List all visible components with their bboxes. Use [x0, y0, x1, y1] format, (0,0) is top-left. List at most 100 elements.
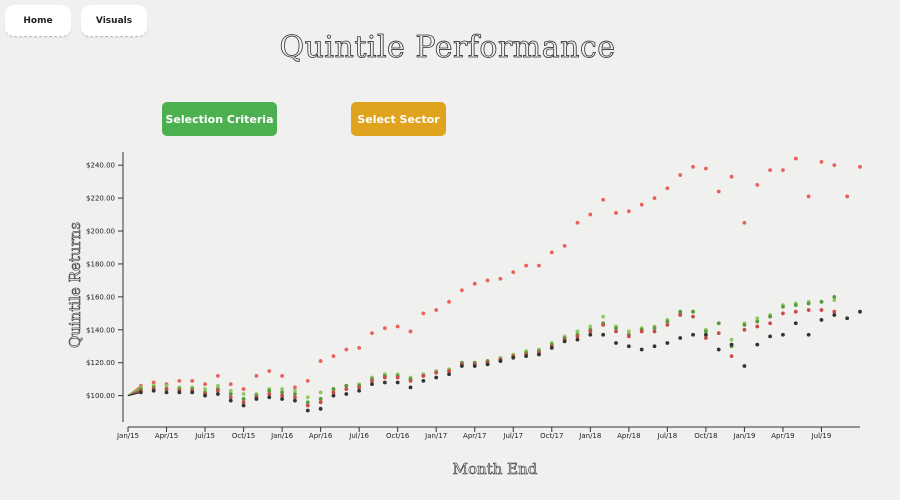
data-point — [305, 378, 310, 383]
data-point — [652, 196, 657, 200]
data-point — [716, 347, 721, 352]
data-point — [549, 250, 554, 255]
x-tick-label: Oct/18 — [694, 432, 717, 440]
data-point — [639, 347, 644, 352]
data-point — [562, 243, 567, 248]
x-tick-label: Oct/17 — [540, 432, 563, 440]
visuals-button[interactable]: Visuals — [81, 5, 147, 37]
data-point — [280, 393, 285, 398]
data-point — [459, 364, 464, 368]
data-point — [241, 387, 246, 391]
data-point — [382, 380, 387, 385]
data-point — [575, 337, 580, 342]
data-point — [293, 392, 297, 396]
data-point — [408, 385, 413, 390]
series-2 — [127, 294, 837, 405]
data-point — [331, 354, 336, 359]
data-point — [138, 390, 143, 395]
data-point — [588, 332, 593, 337]
data-point — [280, 397, 285, 401]
x-tick-label: Jul/19 — [811, 432, 832, 440]
data-point — [318, 390, 323, 395]
x-tick-label: Jul/17 — [502, 432, 523, 440]
data-point — [203, 382, 207, 387]
data-point — [588, 212, 593, 217]
data-point — [241, 392, 246, 396]
data-point — [626, 334, 631, 339]
data-point — [357, 346, 362, 350]
data-point — [228, 398, 233, 403]
data-point — [562, 339, 567, 344]
data-point — [601, 197, 606, 202]
x-axis-label: Month End — [453, 460, 538, 478]
data-point — [370, 378, 374, 383]
data-point — [280, 374, 285, 378]
data-point — [575, 220, 580, 225]
data-point — [575, 334, 580, 339]
select-sector-button[interactable]: Select Sector — [351, 102, 446, 136]
data-point — [819, 299, 824, 304]
data-point — [819, 318, 824, 322]
data-point — [729, 354, 734, 359]
data-point — [472, 364, 477, 368]
data-point — [832, 163, 837, 168]
data-point — [588, 324, 593, 329]
x-tick-label: Apr/18 — [617, 432, 640, 440]
data-point — [190, 390, 195, 395]
home-button[interactable]: Home — [5, 5, 71, 37]
data-point — [781, 332, 785, 337]
data-point — [511, 270, 516, 275]
data-point — [267, 395, 272, 400]
data-point — [421, 374, 426, 378]
data-point — [755, 324, 760, 329]
data-point — [331, 390, 336, 395]
data-point — [524, 354, 529, 359]
data-point — [344, 392, 349, 396]
data-point — [832, 298, 837, 303]
y-tick-label: $180.00 — [86, 260, 115, 268]
data-point — [254, 374, 259, 378]
y-axis-label: Quintile Returns — [66, 222, 84, 348]
data-point — [434, 308, 439, 312]
data-point — [228, 388, 233, 393]
data-point — [549, 346, 554, 350]
data-point — [614, 211, 618, 215]
selection-criteria-button[interactable]: Selection Criteria — [162, 102, 277, 136]
data-point — [447, 369, 451, 373]
data-point — [177, 390, 182, 395]
data-point — [614, 329, 618, 334]
data-point — [331, 393, 336, 398]
data-point — [755, 183, 760, 187]
data-point — [241, 400, 246, 405]
series-4 — [127, 309, 862, 413]
data-point — [228, 395, 233, 400]
data-point — [511, 355, 516, 360]
data-point — [691, 164, 695, 169]
data-point — [305, 400, 310, 405]
data-point — [858, 164, 862, 169]
data-point — [537, 263, 541, 268]
y-tick-label: $120.00 — [86, 359, 115, 367]
data-point — [357, 385, 362, 390]
data-point — [742, 220, 747, 225]
data-point — [434, 375, 439, 380]
data-point — [652, 344, 657, 349]
data-point — [742, 364, 747, 368]
data-point — [267, 392, 272, 396]
data-point — [408, 329, 413, 334]
data-point — [703, 332, 708, 337]
chart-series — [127, 156, 862, 413]
data-point — [293, 388, 297, 393]
data-point — [678, 173, 683, 177]
data-point — [665, 322, 670, 327]
data-point — [652, 329, 657, 334]
data-point — [485, 278, 490, 283]
data-point — [601, 332, 606, 337]
data-point — [305, 403, 310, 408]
data-point — [626, 344, 631, 349]
data-point — [626, 209, 631, 214]
data-point — [729, 337, 734, 342]
data-point — [703, 329, 708, 334]
data-point — [793, 156, 798, 161]
data-point — [408, 378, 413, 383]
